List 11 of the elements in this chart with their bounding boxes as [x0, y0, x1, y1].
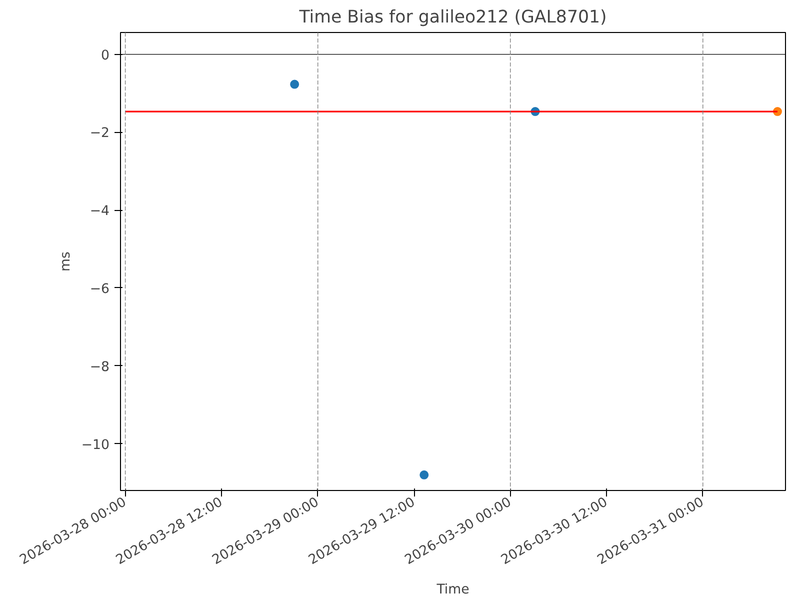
- chart-title: Time Bias for galileo212 (GAL8701): [298, 8, 607, 28]
- y-tick-label: 0: [101, 48, 110, 64]
- y-tick-label: −4: [90, 204, 110, 220]
- y-tick-label: −6: [90, 282, 110, 297]
- point: [420, 470, 429, 480]
- y-tick-label: −8: [90, 360, 110, 375]
- y-tick-label: −2: [90, 126, 110, 142]
- x-axis-title: Time: [436, 582, 470, 598]
- point: [290, 80, 300, 89]
- y-tick-label: −10: [81, 438, 110, 453]
- y-axis-title: ms: [58, 251, 74, 272]
